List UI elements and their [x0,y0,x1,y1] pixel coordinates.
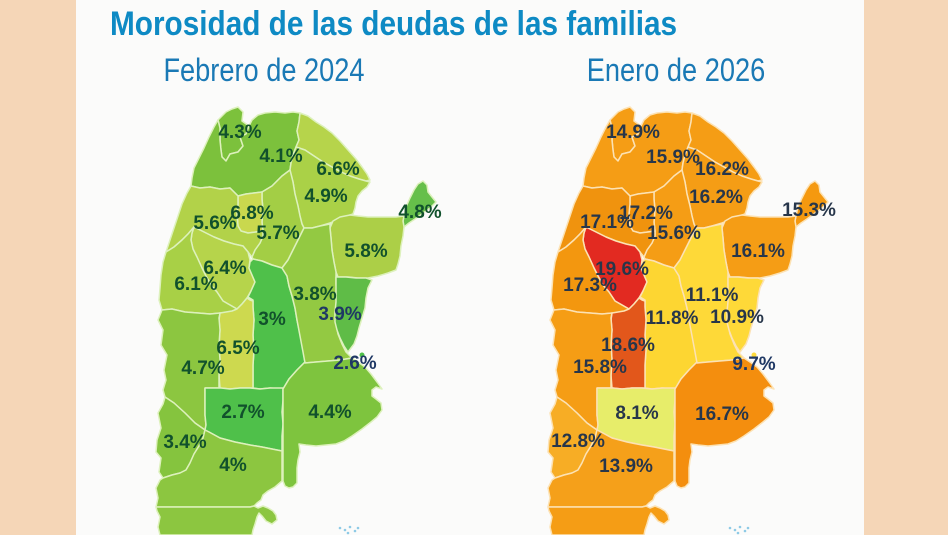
svg-text:6.5%: 6.5% [216,338,259,359]
svg-text:16.2%: 16.2% [689,187,743,208]
svg-text:3%: 3% [258,309,286,330]
svg-text:17.3%: 17.3% [563,275,617,296]
svg-text:8.1%: 8.1% [615,403,658,424]
svg-text:4.4%: 4.4% [308,402,351,423]
svg-text:11.8%: 11.8% [646,308,699,329]
svg-text:18.6%: 18.6% [601,335,655,356]
svg-text:4.7%: 4.7% [181,358,224,379]
svg-text:6.4%: 6.4% [203,258,246,279]
svg-text:5.6%: 5.6% [193,213,236,234]
svg-text:3.8%: 3.8% [293,284,336,305]
svg-text:6.8%: 6.8% [230,203,273,224]
svg-text:3.4%: 3.4% [163,432,206,453]
svg-text:4.9%: 4.9% [304,186,347,207]
svg-text:5.7%: 5.7% [256,223,299,244]
svg-text:13.9%: 13.9% [599,456,653,477]
svg-text:14.9%: 14.9% [606,122,660,143]
svg-text:17.1%: 17.1% [580,212,634,233]
svg-text:16.2%: 16.2% [695,159,749,180]
svg-text:15.3%: 15.3% [782,200,836,221]
svg-text:15.8%: 15.8% [573,357,627,378]
svg-text:6.6%: 6.6% [316,159,359,180]
svg-text:12.8%: 12.8% [551,431,605,452]
svg-text:2.6%: 2.6% [333,353,376,374]
svg-text:9.7%: 9.7% [732,354,775,375]
svg-text:4.8%: 4.8% [398,202,441,223]
svg-text:2.7%: 2.7% [221,402,264,423]
svg-text:16.7%: 16.7% [695,404,749,425]
svg-text:3.9%: 3.9% [318,304,361,325]
svg-text:4.1%: 4.1% [259,146,302,167]
svg-text:17.2%: 17.2% [619,203,673,224]
svg-text:4%: 4% [219,455,247,476]
svg-text:5.8%: 5.8% [344,241,387,262]
svg-text:10.9%: 10.9% [710,307,764,328]
svg-text:4.3%: 4.3% [218,122,261,143]
svg-text:19.6%: 19.6% [595,259,649,280]
svg-text:15.6%: 15.6% [647,223,701,244]
svg-text:11.1%: 11.1% [686,285,739,306]
svg-text:15.9%: 15.9% [646,147,700,168]
svg-text:6.1%: 6.1% [174,274,217,295]
svg-text:16.1%: 16.1% [731,241,785,262]
